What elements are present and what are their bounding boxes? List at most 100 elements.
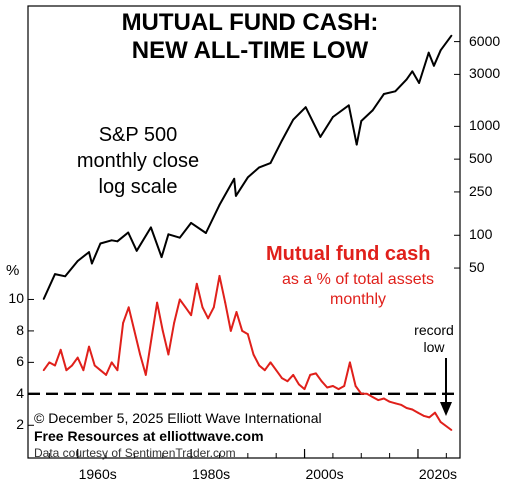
sp500-point	[167, 233, 170, 236]
free-resources-note: Free Resources at elliottwave.com	[34, 428, 264, 444]
mutual-fund-cash-point	[280, 377, 283, 379]
mutual-fund-cash-point	[88, 345, 90, 348]
mutual-fund-cash-point	[263, 369, 266, 372]
sp500-point	[160, 256, 163, 259]
copyright-note: © December 5, 2025 Elliott Wave Internat…	[34, 410, 322, 426]
sp500-point	[418, 82, 421, 84]
chart-title-line-1: MUTUAL FUND CASH:	[121, 9, 379, 36]
sp500-point	[432, 64, 435, 67]
mutual-fund-cash-point	[366, 392, 368, 395]
sp500-point	[292, 118, 295, 121]
x-axis-tick-label: 2020s	[418, 466, 458, 482]
sp500-point	[127, 231, 130, 234]
right-axis-tick-label: 1000	[469, 117, 501, 134]
mutual-fund-cash-point	[411, 408, 414, 411]
right-axis-tick-label: 50	[469, 259, 485, 276]
mutual-fund-cash-point	[201, 306, 204, 309]
mutual-fund-cash-point	[428, 416, 431, 419]
sp500-point	[218, 204, 221, 206]
mutual-fund-cash-point	[110, 361, 113, 364]
sp500-point	[332, 116, 334, 118]
mutual-fund-cash-point	[116, 369, 119, 372]
mutual-fund-cash-point	[309, 374, 312, 376]
sp500-point	[405, 78, 408, 81]
x-axis-tick-label: 1980s	[192, 466, 231, 482]
mutual-fund-cash-point	[400, 403, 402, 406]
mutual-fund-cash-point	[161, 330, 164, 332]
mutual-fund-cash-point	[297, 383, 300, 386]
sp500-point	[371, 109, 374, 112]
sp500-label-line-1: S&P 500	[98, 124, 178, 146]
mutual-fund-cash-point	[292, 374, 295, 376]
mutual-fund-cash-point	[190, 314, 193, 317]
sp500-point	[99, 242, 102, 245]
mutual-fund-cash-point	[246, 333, 249, 335]
mutual-fund-cash-point	[343, 385, 346, 387]
mutual-fund-cash-point	[332, 385, 334, 387]
mutual-fund-cash-point	[71, 364, 73, 367]
sp500-point	[394, 90, 397, 93]
sp500-point	[235, 194, 237, 197]
mutual-fund-cash-point	[417, 411, 419, 414]
mutual-fund-cash-point	[326, 386, 329, 389]
sp500-point	[319, 136, 322, 138]
sp500-point	[411, 70, 414, 73]
sp500-label-line-2: monthly close	[76, 150, 200, 172]
sp500-point	[246, 176, 249, 179]
sp500-point	[427, 51, 430, 54]
mutual-fund-cash-point	[218, 274, 221, 277]
right-axis-tick-label: 6000	[469, 32, 501, 49]
mutual-fund-cash-point	[54, 364, 56, 367]
right-axis-tick-label: 250	[469, 182, 493, 199]
sp500-point	[280, 139, 283, 142]
mutual-fund-cash-point	[286, 380, 289, 383]
right-axis-tick-label: 3000	[469, 65, 501, 82]
plot-frame	[27, 5, 461, 459]
mutual-fund-cash-point	[434, 411, 436, 414]
mutual-fund-cash-point	[184, 306, 187, 309]
mutual-fund-cash-point	[235, 311, 238, 313]
left-axis-tick-label: 6	[16, 353, 24, 370]
mutual-fund-cash-point	[207, 317, 210, 320]
mutual-fund-cash-point	[42, 369, 45, 372]
mutual-fund-cash-point	[371, 396, 374, 398]
mutual-fund-cash-point	[349, 361, 351, 364]
sp500-point	[258, 166, 261, 169]
mutual-fund-cash-line	[42, 274, 452, 431]
mutual-fund-cash-point	[105, 374, 107, 376]
record-low-label-line-2: low	[423, 339, 445, 355]
data-courtesy-note: Data courtesy of SentimenTrader.com	[34, 446, 236, 460]
sp500-label-line-3: log scale	[98, 176, 178, 198]
sp500-point	[178, 236, 181, 239]
mutual-fund-cash-point	[144, 374, 147, 376]
mutual-fund-cash-point	[450, 429, 453, 431]
record-low-label-line-1: record	[414, 322, 454, 338]
mutual-fund-cash-point	[394, 402, 397, 405]
mutual-fund-cash-point	[258, 364, 261, 367]
left-axis-tick-label: 2	[16, 416, 24, 433]
mutual-fund-cash-point	[65, 369, 68, 372]
mutual-fund-cash-point	[303, 388, 306, 390]
sp500-point	[190, 221, 193, 224]
mutual-fund-cash-point	[99, 369, 102, 372]
sp500-point	[347, 104, 350, 107]
sp500-point	[90, 262, 93, 265]
sp500-point	[233, 177, 236, 180]
mutual-fund-cash-point	[252, 353, 255, 356]
mutual-fund-cash-point	[229, 330, 232, 332]
x-axis-tick-label: 1960s	[78, 466, 117, 482]
left-axis-tick-label: 10	[8, 290, 24, 307]
mutual-fund-cash-point	[76, 356, 79, 359]
mutual-fund-cash-point	[195, 282, 198, 285]
mutual-fund-cash-point	[224, 301, 227, 304]
sp500-point	[304, 106, 307, 109]
sp500-point	[450, 34, 453, 37]
sp500-point	[355, 143, 358, 146]
sp500-point	[110, 239, 113, 242]
sp500-point	[42, 298, 45, 300]
mutual-fund-cash-point	[405, 407, 408, 409]
mutual-fund-cash-point	[422, 414, 425, 417]
sp500-point	[76, 260, 79, 262]
mutual-fund-subtitle-line-2: monthly	[329, 291, 387, 308]
